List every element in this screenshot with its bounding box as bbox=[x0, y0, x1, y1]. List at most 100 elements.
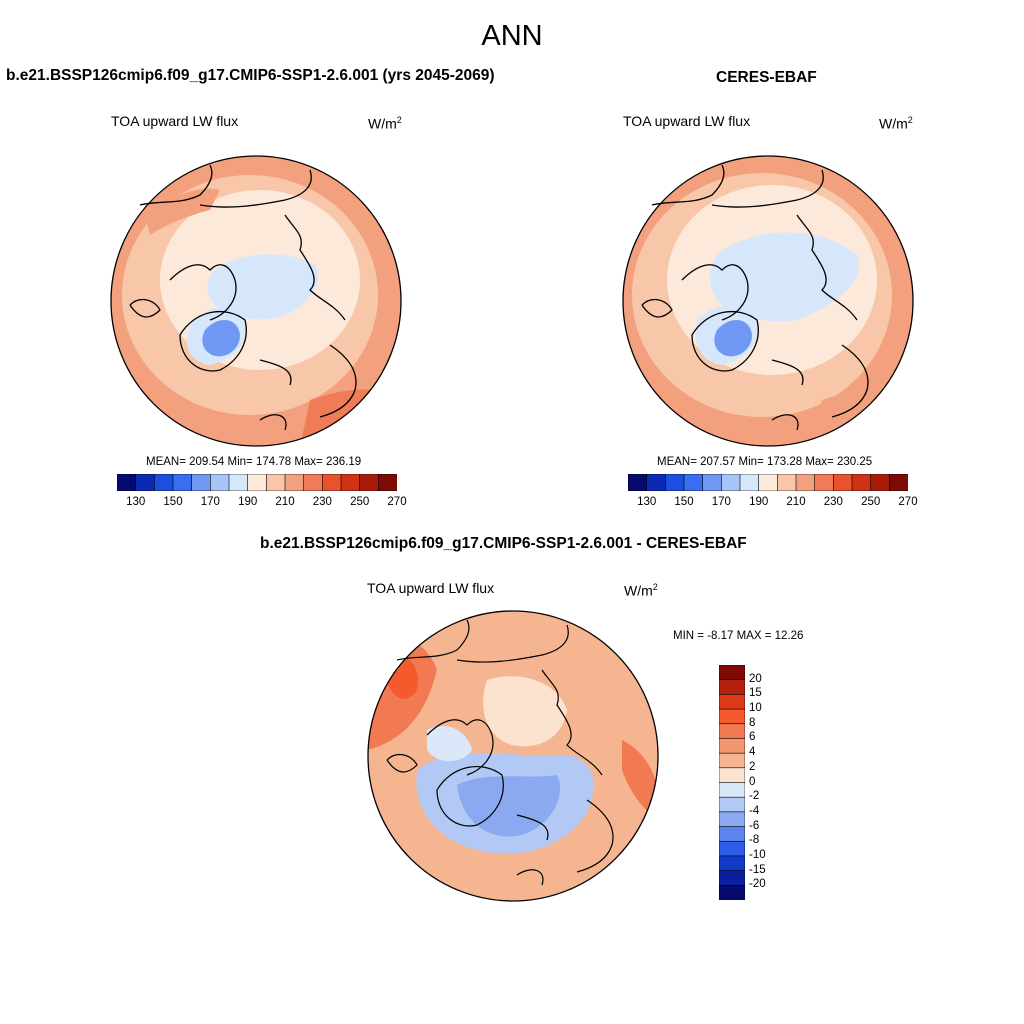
map-1-boundary bbox=[110, 155, 402, 447]
colorbar-3-label-13: -15 bbox=[749, 863, 766, 876]
panel-1-title: b.e21.BSSP126cmip6.f09_g17.CMIP6-SSP1-2.… bbox=[6, 67, 495, 84]
colorbar-2-swatch-7 bbox=[758, 474, 778, 491]
colorbar-3-label-12: -10 bbox=[749, 848, 766, 861]
colorbar-2-swatch-10 bbox=[814, 474, 834, 491]
panel-3-colorbar bbox=[719, 665, 745, 900]
panel-1-polar-map bbox=[110, 155, 402, 447]
map-1-arctic-low bbox=[207, 254, 319, 320]
colorbar-3-label-5: 4 bbox=[749, 746, 756, 759]
colorbar-2-swatch-9 bbox=[795, 474, 816, 491]
map-2-greenland-core bbox=[714, 319, 752, 357]
map-2-coastlines bbox=[641, 164, 869, 431]
colorbar-1-label-1: 150 bbox=[163, 496, 183, 508]
colorbar-2-swatch-11 bbox=[833, 474, 853, 491]
colorbar-2-swatch-2 bbox=[665, 474, 685, 491]
colorbar-2-swatch-6 bbox=[739, 474, 760, 491]
figure-title: ANN bbox=[481, 20, 543, 52]
panel-3-variable: TOA upward LW flux bbox=[367, 580, 495, 596]
colorbar-2-label-4: 210 bbox=[786, 496, 806, 508]
colorbar-3-label-9: -4 bbox=[749, 804, 760, 817]
colorbar-2-label-5: 230 bbox=[823, 496, 843, 508]
panel-3-title: b.e21.BSSP126cmip6.f09_g17.CMIP6-SSP1-2.… bbox=[260, 535, 747, 552]
colorbar-3-swatch-7 bbox=[719, 767, 745, 784]
colorbar-3-swatch-5 bbox=[719, 738, 745, 754]
colorbar-2-label-7: 270 bbox=[898, 496, 918, 508]
colorbar-1-swatch-9 bbox=[284, 474, 305, 491]
colorbar-3-label-8: -2 bbox=[749, 790, 760, 803]
colorbar-1-label-3: 190 bbox=[238, 496, 258, 508]
colorbar-2-swatch-0 bbox=[628, 474, 648, 491]
colorbar-3-swatch-14 bbox=[719, 870, 745, 886]
colorbar-3-label-11: -8 bbox=[749, 834, 760, 847]
panel-1-colorbar bbox=[117, 474, 397, 491]
colorbar-1-label-2: 170 bbox=[200, 496, 220, 508]
map-1-coastlines bbox=[129, 164, 357, 431]
panel-1-units: W/m2 bbox=[368, 115, 402, 132]
panel-2-stats: MEAN= 207.57 Min= 173.28 Max= 230.25 bbox=[657, 456, 873, 468]
colorbar-2-label-2: 170 bbox=[711, 496, 731, 508]
colorbar-3-label-14: -20 bbox=[749, 878, 766, 891]
colorbar-3-label-3: 8 bbox=[749, 716, 756, 729]
colorbar-1-swatch-11 bbox=[322, 474, 342, 491]
colorbar-1-swatch-12 bbox=[340, 474, 361, 491]
colorbar-3-swatch-3 bbox=[719, 708, 745, 725]
colorbar-3-swatch-12 bbox=[719, 840, 745, 857]
colorbar-3-swatch-1 bbox=[719, 679, 745, 695]
colorbar-1-swatch-10 bbox=[303, 474, 323, 491]
map-3-coastlines bbox=[386, 619, 614, 886]
map-2-arctic-low bbox=[710, 232, 859, 322]
colorbar-2-label-6: 250 bbox=[861, 496, 881, 508]
colorbar-1-swatch-7 bbox=[247, 474, 267, 491]
colorbar-3-swatch-6 bbox=[719, 752, 745, 769]
map-1-warm-patch bbox=[145, 188, 220, 235]
colorbar-1-label-6: 250 bbox=[350, 496, 370, 508]
panel-2-title: CERES-EBAF bbox=[716, 69, 817, 86]
colorbar-1-label-0: 130 bbox=[126, 496, 146, 508]
colorbar-3-swatch-13 bbox=[719, 855, 745, 872]
panel-1-colorbar-labels: 130 150 170 190 210 230 250 270 bbox=[117, 496, 407, 510]
colorbar-1-swatch-0 bbox=[117, 474, 137, 491]
colorbar-1-swatch-1 bbox=[135, 474, 155, 491]
colorbar-3-label-7: 0 bbox=[749, 775, 756, 788]
colorbar-3-swatch-9 bbox=[719, 796, 745, 813]
map-3-boundary bbox=[367, 610, 659, 902]
colorbar-3-swatch-8 bbox=[719, 782, 745, 798]
colorbar-3-swatch-4 bbox=[719, 723, 745, 740]
colorbar-1-swatch-14 bbox=[378, 474, 397, 491]
panel-2-colorbar-labels: 130 150 170 190 210 230 250 270 bbox=[628, 496, 918, 510]
colorbar-2-label-0: 130 bbox=[637, 496, 657, 508]
colorbar-3-swatch-0 bbox=[719, 665, 745, 681]
colorbar-3-swatch-2 bbox=[719, 694, 745, 710]
colorbar-2-label-1: 150 bbox=[674, 496, 694, 508]
panel-3-colorbar-labels: 20 15 10 8 6 4 2 0 -2 -4 -6 -8 -10 -15 -20 bbox=[749, 665, 789, 900]
colorbar-2-swatch-13 bbox=[870, 474, 890, 491]
colorbar-3-label-0: 20 bbox=[749, 672, 762, 685]
colorbar-1-swatch-13 bbox=[359, 474, 379, 491]
map-3-slight-negative bbox=[427, 726, 472, 762]
panel-2-colorbar bbox=[628, 474, 908, 491]
colorbar-2-swatch-8 bbox=[777, 474, 797, 491]
colorbar-1-swatch-8 bbox=[266, 474, 286, 491]
colorbar-1-swatch-2 bbox=[154, 474, 174, 491]
map-3-warm-east bbox=[622, 740, 658, 820]
colorbar-2-swatch-5 bbox=[721, 474, 741, 491]
colorbar-1-label-7: 270 bbox=[387, 496, 407, 508]
panel-2-variable: TOA upward LW flux bbox=[623, 113, 751, 129]
colorbar-3-swatch-10 bbox=[719, 811, 745, 828]
colorbar-1-swatch-3 bbox=[172, 474, 193, 491]
map-3-near-zero bbox=[483, 676, 567, 747]
colorbar-3-label-2: 10 bbox=[749, 702, 762, 715]
map-2-boundary bbox=[622, 155, 914, 447]
colorbar-2-swatch-3 bbox=[683, 474, 704, 491]
colorbar-3-label-1: 15 bbox=[749, 687, 762, 700]
colorbar-3-label-10: -6 bbox=[749, 819, 760, 832]
colorbar-2-swatch-12 bbox=[851, 474, 872, 491]
colorbar-3-label-4: 6 bbox=[749, 731, 756, 744]
colorbar-2-swatch-1 bbox=[646, 474, 666, 491]
panel-1-stats: MEAN= 209.54 Min= 174.78 Max= 236.19 bbox=[146, 456, 362, 468]
colorbar-1-swatch-6 bbox=[228, 474, 249, 491]
colorbar-1-swatch-4 bbox=[191, 474, 211, 491]
colorbar-2-swatch-4 bbox=[702, 474, 722, 491]
panel-1-variable: TOA upward LW flux bbox=[111, 113, 239, 129]
colorbar-3-label-6: 2 bbox=[749, 760, 756, 773]
